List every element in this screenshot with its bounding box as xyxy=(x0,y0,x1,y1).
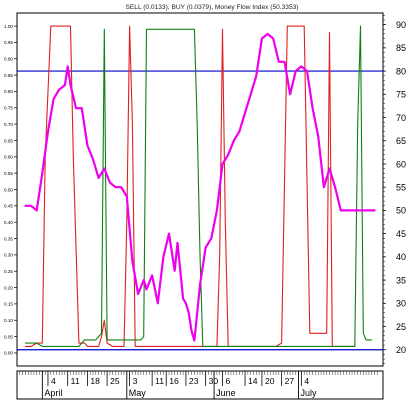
x-day-label: 4 xyxy=(304,376,309,386)
left-tick-label: 0.90 xyxy=(4,57,13,62)
x-day-label: 6 xyxy=(226,376,231,386)
x-day-label: 11 xyxy=(155,376,164,386)
x-day-label: 4 xyxy=(51,376,56,386)
x-day-label: 20 xyxy=(265,376,275,386)
right-tick-label: 90 xyxy=(396,20,406,30)
right-tick-label: 75 xyxy=(396,90,406,100)
right-tick-label: 40 xyxy=(396,252,406,262)
left-tick-label: 0.45 xyxy=(4,204,13,209)
series-line-sell xyxy=(24,25,356,347)
right-tick-label: 20 xyxy=(396,345,406,355)
chart-title: SELL (0.0133), BUY (0.0379), Money Flow … xyxy=(126,4,299,11)
x-axis-band xyxy=(16,370,384,400)
series-line-buy xyxy=(24,25,373,347)
x-month-label: July xyxy=(301,388,318,398)
right-tick-label: 45 xyxy=(396,229,406,239)
right-tick-label: 55 xyxy=(396,182,406,192)
right-tick-label: 50 xyxy=(396,206,406,216)
x-day-label: 18 xyxy=(90,376,100,386)
left-tick-label: 0.15 xyxy=(4,302,13,307)
right-tick-label: 60 xyxy=(396,159,406,169)
left-tick-label: 1.00 xyxy=(4,24,13,29)
right-tick-label: 35 xyxy=(396,275,406,285)
x-month-label: April xyxy=(44,388,62,398)
left-tick-label: 0.00 xyxy=(4,351,13,356)
left-tick-label: 0.40 xyxy=(4,220,13,225)
left-tick-label: 0.35 xyxy=(4,236,13,241)
left-tick-label: 0.05 xyxy=(4,334,13,339)
left-tick-label: 0.65 xyxy=(4,138,13,143)
series-line-money-flow-index xyxy=(24,32,376,342)
x-day-label: 23 xyxy=(189,376,199,386)
left-tick-label: 0.70 xyxy=(4,122,13,127)
right-tick-label: 30 xyxy=(396,299,406,309)
right-tick-label: 85 xyxy=(396,43,406,53)
left-tick-label: 0.25 xyxy=(4,269,13,274)
left-tick-label: 0.80 xyxy=(4,89,13,94)
x-day-label: 27 xyxy=(285,376,295,386)
x-month-label: June xyxy=(216,388,236,398)
left-tick-label: 0.30 xyxy=(4,253,13,258)
x-month-label: May xyxy=(129,388,147,398)
left-tick-label: 0.85 xyxy=(4,73,13,78)
x-day-label: 30 xyxy=(209,376,219,386)
right-tick-label: 80 xyxy=(396,66,406,76)
right-tick-label: 70 xyxy=(396,113,406,123)
left-tick-label: 0.10 xyxy=(4,318,13,323)
x-day-label: 11 xyxy=(71,376,80,386)
left-tick-label: 0.95 xyxy=(4,40,13,45)
left-tick-label: 0.60 xyxy=(4,155,13,160)
left-tick-label: 0.75 xyxy=(4,106,13,111)
right-tick-label: 25 xyxy=(396,322,406,332)
x-day-label: 3 xyxy=(133,376,138,386)
left-tick-label: 0.20 xyxy=(4,285,13,290)
x-day-label: 25 xyxy=(110,376,120,386)
right-tick-label: 65 xyxy=(396,136,406,146)
left-tick-label: 0.55 xyxy=(4,171,13,176)
x-day-label: 16 xyxy=(169,376,179,386)
left-tick-label: 0.50 xyxy=(4,187,13,192)
x-day-label: 14 xyxy=(248,376,258,386)
